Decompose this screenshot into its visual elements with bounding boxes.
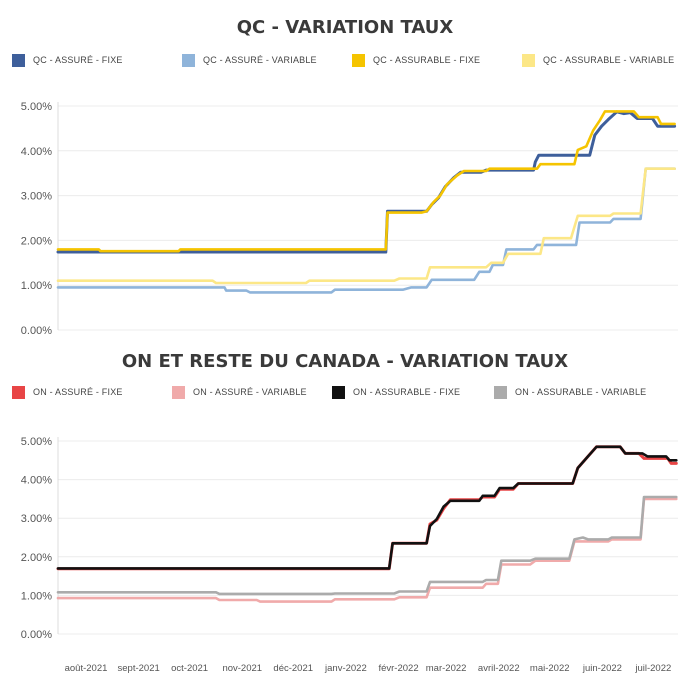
legend-item-on-assure-variable: ON - ASSURÉ - VARIABLE (172, 385, 307, 399)
legend-item-on-assurable-variable: ON - ASSURABLE - VARIABLE (494, 385, 646, 399)
y-tick-label-qc: 4.00% (21, 146, 52, 158)
series-line-qc-4 (56, 167, 676, 285)
x-tick-label: avril-2022 (478, 663, 520, 674)
x-tick-label: sept-2021 (118, 663, 160, 674)
legend-label: ON - ASSURÉ - VARIABLE (193, 387, 307, 397)
series-line-qc-1 (56, 110, 677, 254)
y-tick-label-on: 0.00% (21, 629, 52, 641)
legend-qc: QC - ASSURÉ - FIXE QC - ASSURÉ - VARIABL… (12, 53, 682, 67)
series-line-qc-3 (56, 110, 676, 253)
legend-label: QC - ASSURABLE - VARIABLE (543, 55, 675, 65)
legend-label: QC - ASSURÉ - FIXE (33, 55, 123, 65)
y-tick-label-qc: 5.00% (21, 101, 52, 113)
x-tick-label: févr-2022 (378, 663, 418, 674)
legend-label: QC - ASSURABLE - FIXE (373, 55, 481, 65)
legend-swatch (332, 385, 345, 399)
legend-item-on-assurable-fixe: ON - ASSURABLE - FIXE (332, 385, 460, 399)
legend-label: ON - ASSURABLE - VARIABLE (515, 387, 647, 397)
legend-item-qc-assurable-fixe: QC - ASSURABLE - FIXE (352, 53, 480, 67)
x-tick-label: juil-2022 (634, 663, 671, 674)
y-tick-label-qc: 2.00% (21, 235, 52, 247)
chart-title-qc: QC - VARIATION TAUX (236, 17, 454, 38)
series-line-on-3 (56, 445, 678, 570)
chart-title-on: ON ET RESTE DU CANADA - VARIATION TAUX (121, 351, 569, 372)
legend-swatch (172, 385, 185, 399)
series-line-on-2 (56, 497, 678, 603)
legend-swatch (182, 53, 195, 67)
legend-item-on-assure-fixe: ON - ASSURÉ - FIXE (12, 385, 123, 399)
x-tick-label: mai-2022 (530, 663, 570, 674)
x-tick-label: nov-2021 (222, 663, 262, 674)
legend-swatch (522, 53, 535, 67)
series-line-qc-2 (56, 167, 676, 294)
y-tick-label-on: 5.00% (21, 436, 52, 448)
legend-label: QC - ASSURÉ - VARIABLE (203, 55, 317, 65)
y-tick-label-on: 2.00% (21, 552, 52, 564)
y-tick-label-on: 3.00% (21, 513, 52, 525)
legend-item-qc-assure-variable: QC - ASSURÉ - VARIABLE (182, 53, 317, 67)
y-tick-label-qc: 1.00% (21, 280, 52, 292)
legend-item-qc-assure-fixe: QC - ASSURÉ - FIXE (12, 53, 123, 67)
series-line-on-1 (56, 445, 678, 571)
x-tick-label: déc-2021 (273, 663, 313, 674)
series-line-on-4 (56, 495, 678, 596)
legend-swatch (12, 53, 25, 67)
y-tick-label-on: 1.00% (21, 590, 52, 602)
y-tick-label-qc: 0.00% (21, 325, 52, 337)
x-tick-label: août-2021 (65, 663, 108, 674)
legend-label: ON - ASSURÉ - FIXE (33, 387, 123, 397)
x-tick-label: oct-2021 (171, 663, 208, 674)
legend-swatch (494, 385, 507, 399)
legend-on: ON - ASSURÉ - FIXE ON - ASSURÉ - VARIABL… (12, 385, 682, 399)
legend-label: ON - ASSURABLE - FIXE (353, 387, 461, 397)
y-tick-label-qc: 3.00% (21, 191, 52, 203)
legend-swatch (352, 53, 365, 67)
legend-item-qc-assurable-variable: QC - ASSURABLE - VARIABLE (522, 53, 674, 67)
y-tick-label-on: 4.00% (21, 475, 52, 487)
x-tick-label: juin-2022 (582, 663, 622, 674)
x-tick-label: janv-2022 (324, 663, 367, 674)
x-tick-label: mar-2022 (426, 663, 467, 674)
legend-swatch (12, 385, 25, 399)
